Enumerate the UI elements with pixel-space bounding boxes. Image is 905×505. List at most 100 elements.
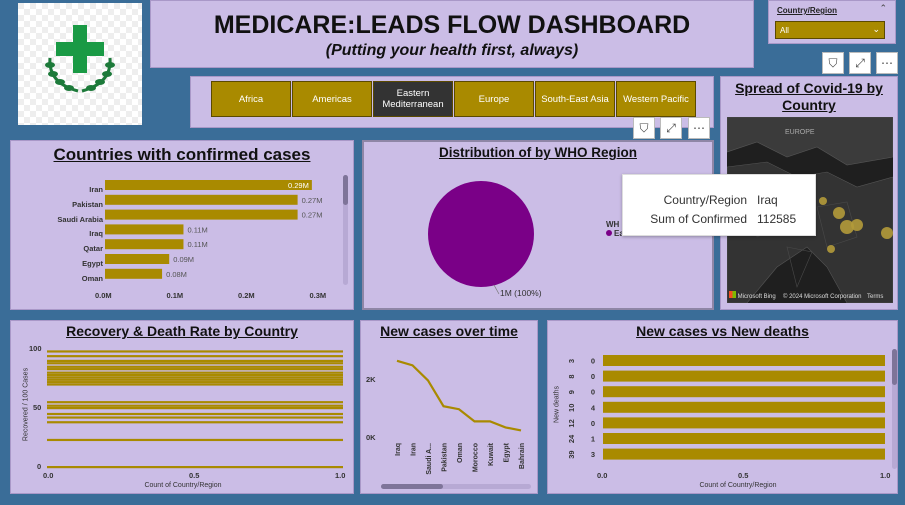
bar[interactable] [603, 433, 885, 444]
scrollbar-thumb[interactable] [381, 484, 443, 489]
recovery-death-panel: Recovery & Death Rate by Country Recover… [10, 320, 354, 494]
x-tick-label: Iraq [395, 443, 402, 456]
horizontal-scrollbar[interactable] [381, 484, 531, 489]
x-tick-label: Morocco [473, 443, 480, 472]
rate-line[interactable] [47, 378, 343, 381]
rate-line[interactable] [47, 438, 343, 442]
new-cases-panel: New cases over time 2K 0K Iraq Iran Saudi … [360, 320, 538, 494]
rate-line[interactable] [47, 401, 343, 404]
confirmed-scrollbar[interactable] [343, 175, 348, 285]
rate-line[interactable] [47, 376, 343, 379]
region-label: Western Pacific [623, 93, 689, 105]
region-button-western-pacific[interactable]: Western Pacific [616, 81, 696, 117]
line-series[interactable] [396, 359, 522, 432]
bar[interactable] [603, 401, 885, 413]
bar[interactable] [603, 355, 885, 366]
x-tick-label: Oman [457, 443, 464, 463]
region-label: Eastern Mediterranean [382, 88, 444, 110]
region-button-americas[interactable]: Americas [292, 81, 372, 117]
tooltip-value: Iraq [757, 193, 778, 207]
who-region-pie[interactable]: 1M (100%) [364, 160, 716, 310]
bar[interactable] [603, 370, 885, 382]
y-tick: 0K [366, 433, 376, 442]
rate-line[interactable] [47, 381, 343, 384]
data-label: 0.27M [302, 196, 323, 205]
map-terms-link[interactable]: Terms [867, 294, 884, 300]
leader-line [493, 284, 500, 295]
x-tick-label: Egypt [504, 442, 511, 462]
bar[interactable] [105, 180, 312, 190]
category-label: Iraq [89, 229, 103, 239]
region-button-eastern-mediterranean[interactable]: Eastern Mediterranean [373, 81, 453, 117]
category-label: 24 [567, 434, 576, 443]
slice-label: 1M (100%) [500, 288, 542, 298]
rate-line[interactable] [47, 373, 343, 377]
category-label: 9 [567, 390, 576, 394]
medical-cross-logo [18, 3, 142, 125]
bar[interactable] [603, 386, 885, 398]
bar[interactable] [105, 268, 163, 279]
region-button-europe[interactable]: Europe [454, 81, 534, 117]
country-slicer: Country/Region ⌃ All ⌄ [768, 0, 896, 44]
region-button-south-east-asia[interactable]: South-East Asia [535, 81, 615, 117]
rate-line[interactable] [47, 407, 343, 410]
slicer-dropdown[interactable]: All ⌄ [775, 21, 885, 39]
tooltip-label: Sum of Confirmed [650, 212, 747, 226]
pie-slice[interactable] [428, 181, 534, 287]
focus-mode-icon[interactable]: ⤢ [849, 52, 871, 74]
scrollbar-thumb[interactable] [892, 349, 897, 385]
deaths-scrollbar[interactable] [892, 349, 897, 469]
rate-line[interactable] [47, 359, 343, 362]
focus-mode-icon[interactable]: ⤢ [660, 117, 682, 139]
y-tick: 100 [29, 344, 42, 353]
rate-line[interactable] [47, 365, 343, 368]
page-subtitle: (Putting your health first, always) [325, 42, 579, 59]
rate-line[interactable] [47, 371, 343, 374]
rate-line[interactable] [47, 383, 343, 386]
rate-line[interactable] [47, 412, 343, 416]
new-cases-line-chart[interactable]: Iraq Iran Saudi A... Pakistan Oman Morocco Kuw… [389, 321, 537, 491]
who-distribution-panel: Distribution of by WHO Region 1M (100%) … [362, 140, 714, 310]
bar[interactable] [603, 417, 885, 429]
map-title: Spread of Covid-19 by Country [735, 80, 883, 113]
bar[interactable] [105, 209, 298, 220]
confirmed-category-labels: Iran Pakistan Saudi Arabia Iraq Qatar Egypt Om… [11, 179, 103, 283]
x-tick: 0.0M [95, 291, 112, 300]
bing-label: Microsoft Bing [737, 294, 776, 300]
rate-line[interactable] [47, 404, 343, 407]
bar[interactable] [603, 448, 885, 460]
recovery-title: Recovery & Death Rate by Country [66, 323, 298, 339]
rate-line[interactable] [47, 362, 343, 365]
x-tick: 0.0 [43, 471, 54, 480]
rate-line[interactable] [47, 421, 343, 424]
region-button-africa[interactable]: Africa [211, 81, 291, 117]
bar[interactable] [105, 254, 170, 264]
rate-line[interactable] [47, 355, 343, 358]
confirmed-cases-chart: 0.29M 0.27M 0.27M 0.11M 0.11M 0.09M 0.08M [105, 180, 323, 279]
cases-vs-deaths-chart: 3 0 8 0 9 0 10 4 12 0 24 1 39 3 [567, 355, 885, 460]
rate-line[interactable] [47, 368, 343, 371]
filter-icon[interactable]: ⛉ [633, 117, 655, 139]
category-label: 8 [567, 375, 576, 379]
more-options-icon[interactable]: ⋯ [876, 52, 898, 74]
rate-line[interactable] [47, 466, 343, 469]
legend-swatch [606, 230, 612, 236]
bar[interactable] [105, 239, 184, 250]
scrollbar-thumb[interactable] [343, 175, 348, 205]
data-label: 0.29M [288, 181, 309, 190]
bar[interactable] [105, 224, 184, 235]
region-label: South-East Asia [541, 93, 609, 105]
y-tick: 0 [37, 462, 42, 471]
rate-line[interactable] [47, 416, 343, 419]
rate-line[interactable] [47, 350, 343, 353]
legend-item[interactable]: Ea [606, 229, 624, 238]
bing-attribution: Microsoft Bing [729, 291, 776, 300]
cases-vs-deaths-panel: New cases vs New deaths New deaths 3 0 8 0 9… [547, 320, 898, 494]
map-copyright: © 2024 Microsoft Corporation [783, 294, 862, 300]
category-label: 12 [567, 419, 576, 427]
bar[interactable] [105, 194, 298, 205]
slicer-label: Country/Region [777, 6, 837, 15]
filter-icon[interactable]: ⛉ [822, 52, 844, 74]
more-options-icon[interactable]: ⋯ [688, 117, 710, 139]
chevron-up-icon[interactable]: ⌃ [879, 3, 887, 13]
